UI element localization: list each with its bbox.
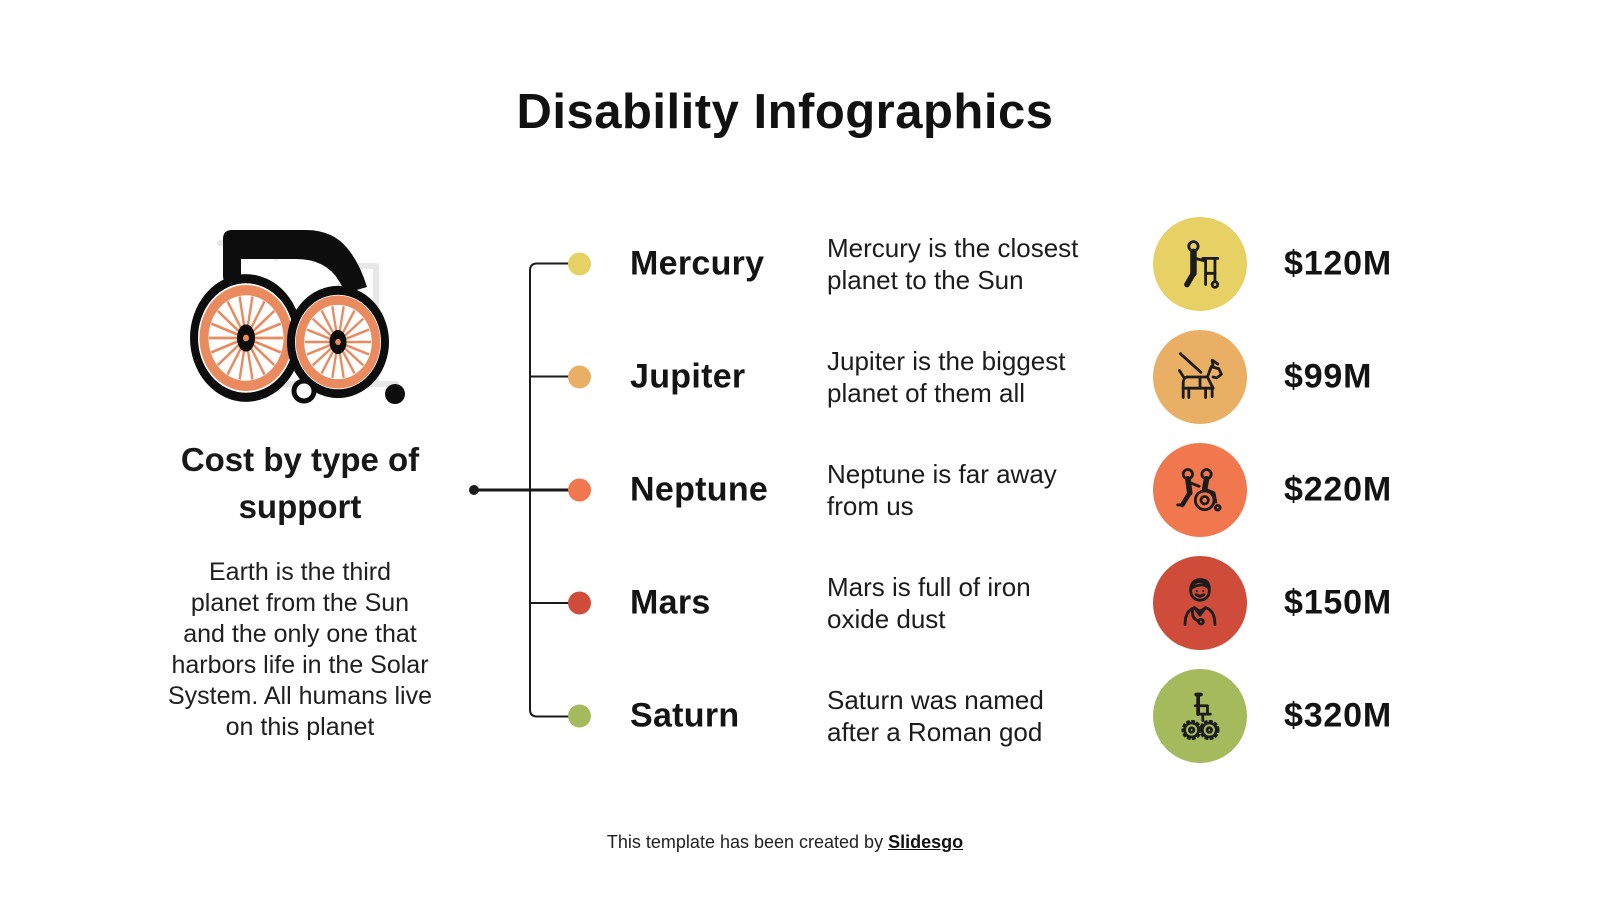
- row-mercury: Mercury Mercury is the closest planet to…: [0, 207, 1600, 320]
- row-title: Neptune: [630, 470, 769, 508]
- wheelchair-right-wheel: [287, 285, 389, 399]
- row-title: Jupiter: [630, 357, 746, 395]
- row-amount: $120M: [1284, 244, 1392, 282]
- row-icon-badge: [1153, 442, 1247, 537]
- row-saturn: Saturn Saturn was named after a Roman go…: [0, 659, 1600, 772]
- heading-pointer-dot: [469, 485, 479, 495]
- row-amount: $220M: [1284, 470, 1392, 508]
- row-dot: [568, 478, 591, 501]
- footer-text: This template has been created by: [606, 832, 884, 852]
- wheelchair-caster-rear: [385, 384, 405, 404]
- row-icon-badge: [1153, 555, 1247, 650]
- row-amount: $150M: [1284, 583, 1392, 621]
- row-amount: $99M: [1284, 357, 1373, 395]
- slide-title: Disability Infographics: [516, 85, 1054, 139]
- guide-dog-icon: [1178, 351, 1223, 399]
- row-neptune: Neptune Neptune is far away from us: [0, 433, 1600, 546]
- wheelchair-assist-icon: [1176, 467, 1222, 511]
- row-description: Saturn was named after a Roman god: [827, 684, 1044, 747]
- row-icon-badge: [1153, 668, 1247, 763]
- row-dot: [568, 704, 591, 727]
- row-description: Jupiter is the biggest planet of them al…: [827, 345, 1066, 408]
- footer-credit: This template has been created by Slidesg…: [0, 832, 1570, 853]
- row-description: Neptune is far away from us: [827, 458, 1057, 521]
- power-wheelchair-icon: [1181, 692, 1220, 740]
- row-description: Mars is full of iron oxide dust: [827, 571, 1031, 634]
- wheelchair-seat: [223, 230, 367, 293]
- row-icon-badge: [1153, 329, 1247, 424]
- row-dot: [568, 252, 591, 275]
- row-amount: $320M: [1284, 696, 1392, 734]
- row-title: Mars: [630, 583, 711, 621]
- section-heading: Cost by type of support: [180, 441, 420, 525]
- row-icon-badge: [1153, 216, 1247, 311]
- wheelchair-illustration: [190, 230, 405, 404]
- doctor-icon: [1183, 577, 1217, 626]
- wheelchair-caster-front: [291, 378, 317, 404]
- row-description: Mercury is the closest planet to the Sun: [827, 232, 1079, 295]
- section-paragraph: Earth is the third planet from the Sun a…: [168, 558, 432, 741]
- row-jupiter: Jupiter Jupiter is the biggest planet of…: [0, 320, 1600, 433]
- row-dot: [568, 591, 591, 614]
- footer-brand-link[interactable]: Slidesgo: [888, 832, 964, 852]
- walker-user-icon: [1184, 239, 1220, 289]
- row-mars: Mars Mars is full of iron oxide dust $15…: [0, 546, 1600, 659]
- row-title: Saturn: [630, 696, 740, 734]
- row-dot: [568, 365, 591, 388]
- row-title: Mercury: [630, 244, 765, 282]
